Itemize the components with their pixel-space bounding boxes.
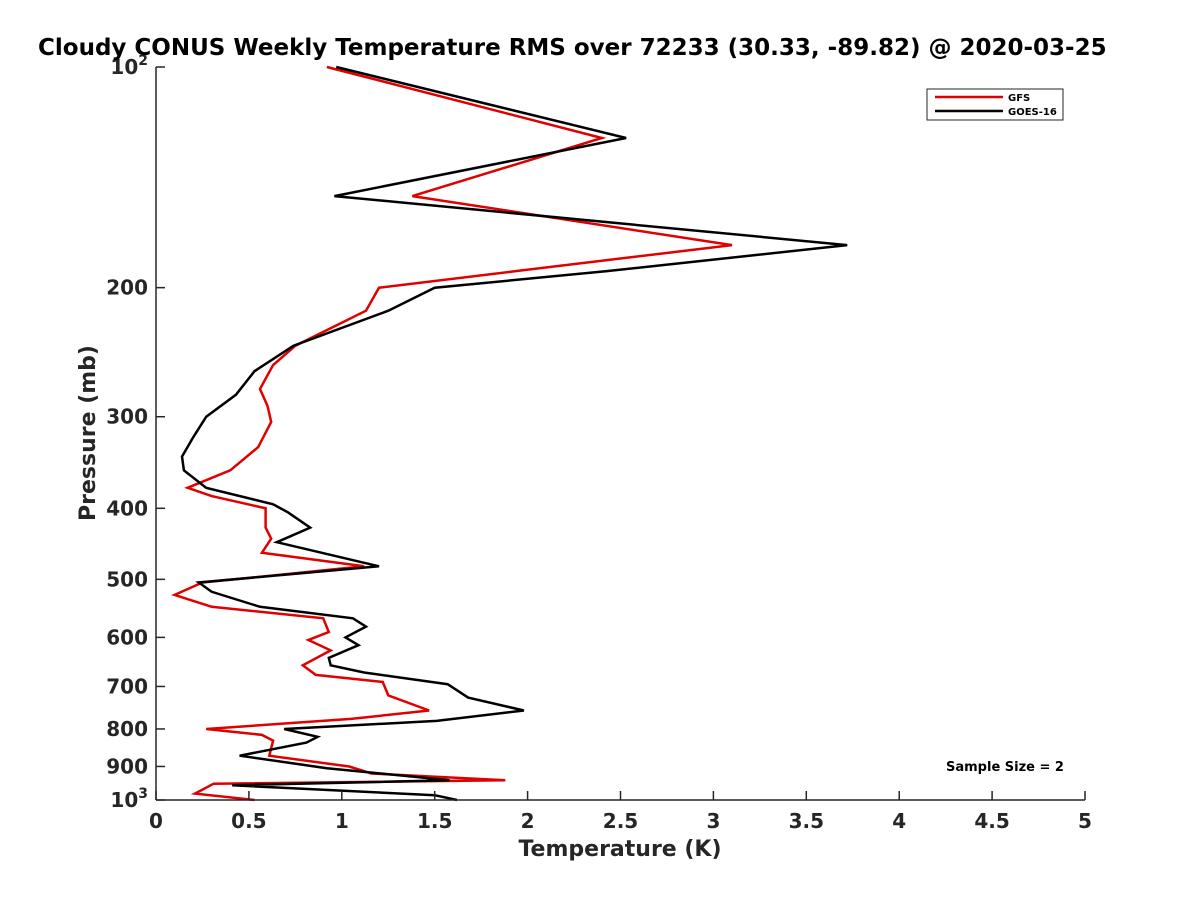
y-tick-label: 800 — [106, 717, 148, 741]
ticks-layer: 0 0.5 1 1.5 2 2.5 3 3.5 4 4.5 5 102 200 300 400 500 600 7… — [106, 53, 1092, 833]
x-tick-label: 4 — [892, 809, 906, 833]
y-tick-label: 600 — [106, 625, 148, 649]
y-tick-label: 500 — [106, 567, 148, 591]
y-tick-label: 400 — [106, 496, 148, 520]
sample-size-annotation: Sample Size = 2 — [946, 760, 1064, 775]
plot-area-frame — [156, 67, 1085, 800]
legend: GFS GOES-16 — [926, 88, 1064, 121]
y-tick-label: 200 — [106, 276, 148, 300]
x-tick-label: 2 — [521, 809, 535, 833]
x-axis-label: Temperature (K) — [518, 837, 721, 862]
x-tick-label: 5 — [1078, 809, 1092, 833]
series-layer — [171, 65, 848, 802]
legend-label-goes16: GOES-16 — [1008, 107, 1057, 118]
x-tick-label: 0.5 — [231, 809, 266, 833]
x-tick-label: 1 — [335, 809, 349, 833]
series-line-gfs — [171, 65, 733, 802]
x-tick-label: 1.5 — [417, 809, 452, 833]
y-tick-label: 900 — [106, 754, 148, 778]
y-tick-label: 102 — [110, 53, 148, 79]
y-axis-label: Pressure (mb) — [76, 345, 101, 521]
axes-layer — [155, 67, 1085, 801]
x-tick-label: 3 — [706, 809, 720, 833]
x-tick-label: 3.5 — [789, 809, 824, 833]
chart-title: Cloudy CONUS Weekly Temperature RMS over… — [38, 35, 1107, 61]
legend-label-gfs: GFS — [1008, 93, 1030, 104]
y-tick-label: 300 — [106, 405, 148, 429]
series-line-goes16 — [180, 65, 848, 802]
y-tick-label: 103 — [110, 786, 148, 812]
legend-box — [926, 88, 1064, 121]
x-tick-label: 2.5 — [603, 809, 638, 833]
x-tick-label: 4.5 — [974, 809, 1009, 833]
y-tick-label: 700 — [106, 674, 148, 698]
x-tick-label: 0 — [149, 809, 163, 833]
